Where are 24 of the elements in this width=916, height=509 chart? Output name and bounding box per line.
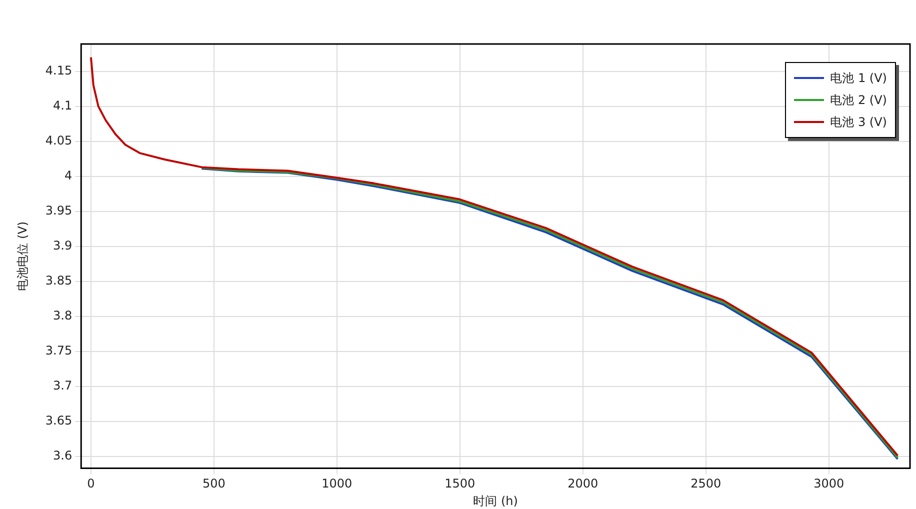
x-tick-label: 1500 — [444, 476, 476, 491]
y-tick-label: 3.7 — [53, 378, 72, 392]
y-tick-label: 4.15 — [45, 63, 72, 78]
x-axis-title: 时间 (h) — [473, 494, 518, 508]
y-tick-label: 4.1 — [53, 98, 72, 112]
x-tick-label: 2000 — [568, 476, 598, 491]
x-tick-label: 0 — [87, 476, 95, 491]
y-tick-label: 3.65 — [45, 413, 72, 428]
y-tick-label: 3.6 — [53, 448, 72, 462]
y-tick-label: 3.8 — [53, 308, 72, 322]
y-tick-label: 3.95 — [45, 203, 72, 218]
x-tick-label: 500 — [202, 476, 226, 491]
legend-label: 电池 2 (V) — [830, 92, 887, 108]
x-tick-label: 3000 — [814, 476, 844, 491]
y-axis-title: 电池电位 (V) — [15, 221, 30, 291]
y-tick-label: 4 — [64, 168, 72, 182]
y-tick-label: 3.85 — [45, 273, 72, 288]
x-tick-label: 1000 — [322, 476, 352, 491]
x-tick-label: 2500 — [690, 476, 722, 491]
legend-label: 电池 1 (V) — [830, 70, 887, 86]
legend-label: 电池 3 (V) — [830, 114, 887, 130]
y-tick-label: 3.9 — [53, 238, 72, 252]
y-tick-label: 4.05 — [45, 133, 72, 148]
y-tick-label: 3.75 — [45, 343, 72, 358]
